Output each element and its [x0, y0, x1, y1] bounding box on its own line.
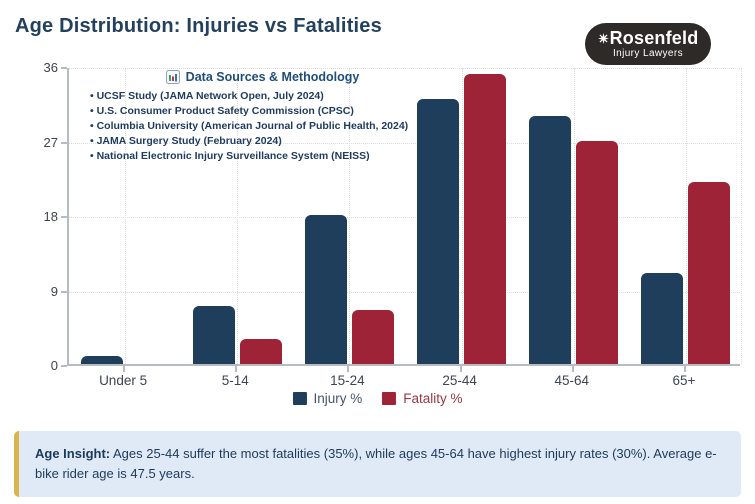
source-item-4: National Electronic Injury Surveillance …: [90, 149, 435, 164]
y-tick-label-9: 9: [50, 283, 58, 299]
y-tick-label-36: 36: [43, 60, 58, 75]
y-tick-label-27: 27: [43, 134, 58, 150]
gridline-x-15-24: [349, 68, 351, 364]
source-item-0: UCSF Study (JAMA Network Open, July 2024…: [90, 89, 435, 104]
brand-logo: Rosenfeld Injury Lawyers: [585, 23, 711, 65]
gridline-x-right-edge: [741, 68, 742, 364]
source-item-1: U.S. Consumer Product Safety Commission …: [90, 104, 435, 119]
bar-fatality-5-14: [239, 339, 282, 364]
x-tick-mark-5-14: [235, 366, 238, 372]
bar-fatality-45-64: [576, 140, 619, 364]
y-tick-mark-27: [61, 141, 67, 144]
x-tick-label-under-5: Under 5: [99, 373, 148, 388]
insight-box: Age Insight: Ages 25-44 suffer the most …: [14, 431, 741, 497]
x-tick-mark-45-64: [571, 366, 574, 372]
bar-chart-icon: [165, 70, 180, 84]
legend-item-injury[interactable]: Injury %: [292, 391, 362, 406]
x-tick-label-25-44: 25-44: [442, 373, 477, 388]
bar-fatality-25-44: [464, 74, 507, 364]
bar-injury-under-5: [80, 355, 123, 364]
y-tick-mark-18: [61, 216, 67, 218]
y-tick-mark-0: [61, 365, 67, 367]
methodology-header: Data Sources & Methodology: [90, 70, 435, 84]
star-icon: [597, 32, 609, 44]
bar-injury-5-14: [192, 306, 235, 364]
source-list: UCSF Study (JAMA Network Open, July 2024…: [90, 89, 435, 164]
y-tick-mark-36: [61, 67, 67, 69]
gridline-x-under-5: [125, 68, 127, 364]
plot-area: [67, 68, 742, 366]
x-tick-label-45-64: 45-64: [554, 373, 590, 388]
gridline-x-5-14: [237, 68, 239, 364]
gridline-x-45-64: [573, 68, 575, 364]
x-tick-mark-25-44: [459, 366, 462, 372]
y-tick-label-0: 0: [50, 358, 58, 373]
logo-name-row: Rosenfeld: [597, 28, 699, 48]
methodology-title: Data Sources & Methodology: [185, 70, 360, 84]
legend-swatch-fatality: [382, 392, 397, 405]
bar-fatality-15-24: [351, 310, 394, 364]
gridline-y-9: [69, 291, 740, 293]
y-tick-label-18: 18: [43, 209, 58, 224]
x-tick-mark-15-24: [347, 366, 350, 372]
gridline-y-18: [69, 217, 740, 218]
bar-injury-15-24: [304, 215, 347, 364]
logo-name: Rosenfeld: [609, 28, 699, 48]
gridline-x-25-44: [461, 68, 463, 364]
bar-injury-45-64: [529, 115, 572, 364]
insight-text: Ages 25-44 suffer the most fatalities (3…: [35, 446, 717, 482]
chart-legend: Injury % Fatality %: [292, 391, 463, 406]
x-tick-label-5-14: 5-14: [221, 373, 249, 388]
methodology-panel: Data Sources & Methodology UCSF Study (J…: [90, 70, 435, 164]
page-title: Age Distribution: Injuries vs Fatalities: [15, 15, 382, 37]
bar-injury-65: [641, 272, 684, 364]
x-tick-label-15-24: 15-24: [330, 373, 365, 388]
x-tick-label-65: 65+: [672, 373, 696, 388]
x-tick-mark-65: [683, 366, 686, 372]
source-item-3: JAMA Surgery Study (February 2024): [90, 134, 435, 149]
y-tick-mark-9: [61, 290, 67, 293]
gridline-x-65: [685, 68, 687, 364]
logo-tagline: Injury Lawyers: [612, 48, 684, 59]
legend-label-fatality: Fatality %: [403, 391, 463, 406]
legend-item-fatality[interactable]: Fatality %: [382, 391, 463, 406]
legend-label-injury: Injury %: [313, 391, 363, 406]
insight-label: Age Insight:: [35, 446, 111, 461]
source-item-2: Columbia University (American Journal of…: [90, 119, 435, 134]
x-tick-mark-under-5: [123, 366, 126, 372]
gridline-y-36: [69, 68, 740, 69]
legend-swatch-injury: [292, 392, 307, 405]
bar-fatality-65: [688, 181, 731, 364]
